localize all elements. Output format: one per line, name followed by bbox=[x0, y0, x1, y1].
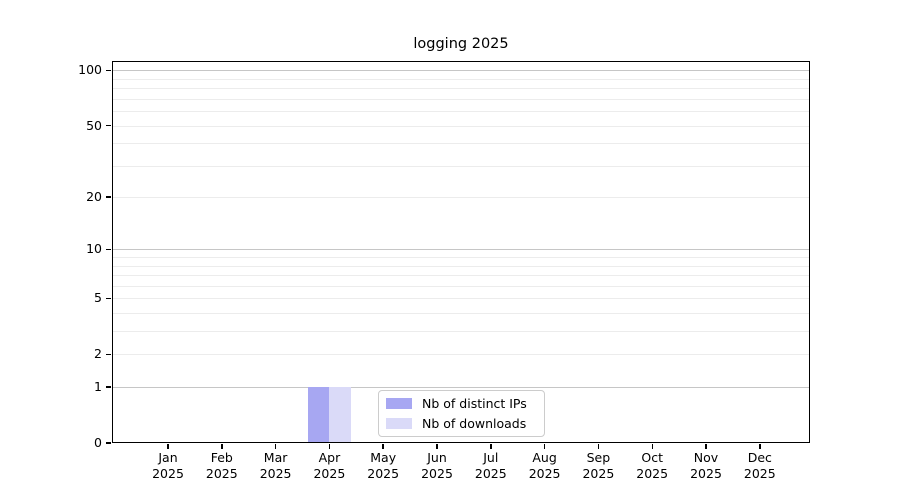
x-tick-mark bbox=[274, 444, 277, 449]
x-tick-label: Oct 2025 bbox=[636, 450, 669, 481]
y-gridline-minor bbox=[112, 257, 810, 259]
legend-row-nb-of-downloads: Nb of downloads bbox=[386, 416, 544, 431]
x-tick-mark bbox=[328, 444, 331, 449]
y-tick-mark bbox=[106, 124, 111, 127]
y-tick-mark bbox=[106, 196, 111, 198]
legend-label-nb-of-downloads: Nb of downloads bbox=[422, 416, 527, 431]
x-tick-label: Jan 2025 bbox=[152, 450, 184, 481]
y-gridline-minor bbox=[112, 354, 810, 356]
y-gridline-major bbox=[112, 70, 810, 72]
x-tick-mark bbox=[221, 444, 223, 449]
y-gridline-minor bbox=[112, 88, 810, 90]
x-tick-mark bbox=[382, 444, 384, 449]
legend-swatch-nb-of-downloads bbox=[386, 418, 412, 429]
y-tick-label: 2 bbox=[94, 346, 102, 362]
y-gridline-minor bbox=[112, 331, 810, 333]
legend: Nb of distinct IPs Nb of downloads bbox=[378, 390, 545, 437]
bar-nb-of-downloads-apr bbox=[329, 387, 351, 443]
legend-row-nb-of-distinct-ips: Nb of distinct IPs bbox=[386, 396, 544, 411]
x-tick-mark bbox=[543, 444, 546, 449]
x-tick-label: Apr 2025 bbox=[313, 450, 346, 481]
y-gridline-minor bbox=[112, 285, 810, 287]
y-tick-label: 10 bbox=[86, 241, 102, 257]
y-gridline-minor bbox=[112, 143, 810, 145]
y-gridline-major bbox=[112, 387, 810, 388]
x-tick-label: Jun 2025 bbox=[421, 450, 453, 481]
x-tick-mark bbox=[705, 444, 707, 449]
x-tick-mark bbox=[490, 444, 492, 449]
y-gridline-minor bbox=[112, 275, 810, 277]
x-tick-label: Dec 2025 bbox=[743, 450, 776, 481]
x-tick-mark bbox=[651, 444, 653, 449]
y-gridline-minor bbox=[112, 165, 810, 167]
y-tick-mark bbox=[106, 353, 111, 355]
y-gridline-minor bbox=[112, 78, 810, 80]
x-tick-label: Sep 2025 bbox=[582, 450, 615, 481]
x-tick-mark bbox=[436, 444, 438, 449]
y-tick-label: 5 bbox=[94, 290, 102, 306]
y-gridline-minor bbox=[112, 98, 810, 100]
y-tick-label: 20 bbox=[86, 189, 102, 205]
x-tick-label: Nov 2025 bbox=[690, 450, 722, 481]
x-tick-label: Mar 2025 bbox=[259, 450, 292, 481]
y-tick-label: 0 bbox=[94, 435, 102, 450]
legend-swatch-nb-of-distinct-ips bbox=[386, 398, 412, 409]
bar-nb-of-distinct-ips-apr bbox=[307, 387, 330, 443]
y-tick-label: 100 bbox=[78, 62, 102, 78]
x-tick-label: Feb 2025 bbox=[205, 450, 238, 481]
x-tick-mark bbox=[759, 444, 761, 449]
plot-area bbox=[112, 61, 810, 443]
y-tick-mark bbox=[106, 297, 111, 300]
y-gridline-minor bbox=[112, 265, 810, 267]
y-tick-mark bbox=[106, 69, 111, 72]
y-gridline-minor bbox=[112, 111, 810, 112]
y-gridline-minor bbox=[112, 298, 810, 300]
x-tick-label: Aug 2025 bbox=[528, 450, 561, 481]
x-tick-mark bbox=[597, 444, 600, 449]
y-tick-label: 1 bbox=[94, 379, 102, 394]
chart-title: logging 2025 bbox=[413, 36, 509, 52]
y-tick-mark bbox=[106, 442, 111, 444]
x-tick-label: Jul 2025 bbox=[474, 450, 507, 481]
y-gridline-minor bbox=[112, 197, 810, 199]
legend-label-nb-of-distinct-ips: Nb of distinct IPs bbox=[422, 396, 527, 411]
y-gridline-major bbox=[112, 249, 810, 251]
x-tick-label: May 2025 bbox=[367, 450, 400, 481]
y-tick-label: 50 bbox=[86, 117, 102, 133]
y-gridline-minor bbox=[112, 313, 810, 314]
y-tick-mark bbox=[106, 386, 111, 388]
x-tick-mark bbox=[167, 444, 169, 449]
y-tick-mark bbox=[106, 248, 111, 251]
y-gridline-minor bbox=[112, 125, 810, 127]
